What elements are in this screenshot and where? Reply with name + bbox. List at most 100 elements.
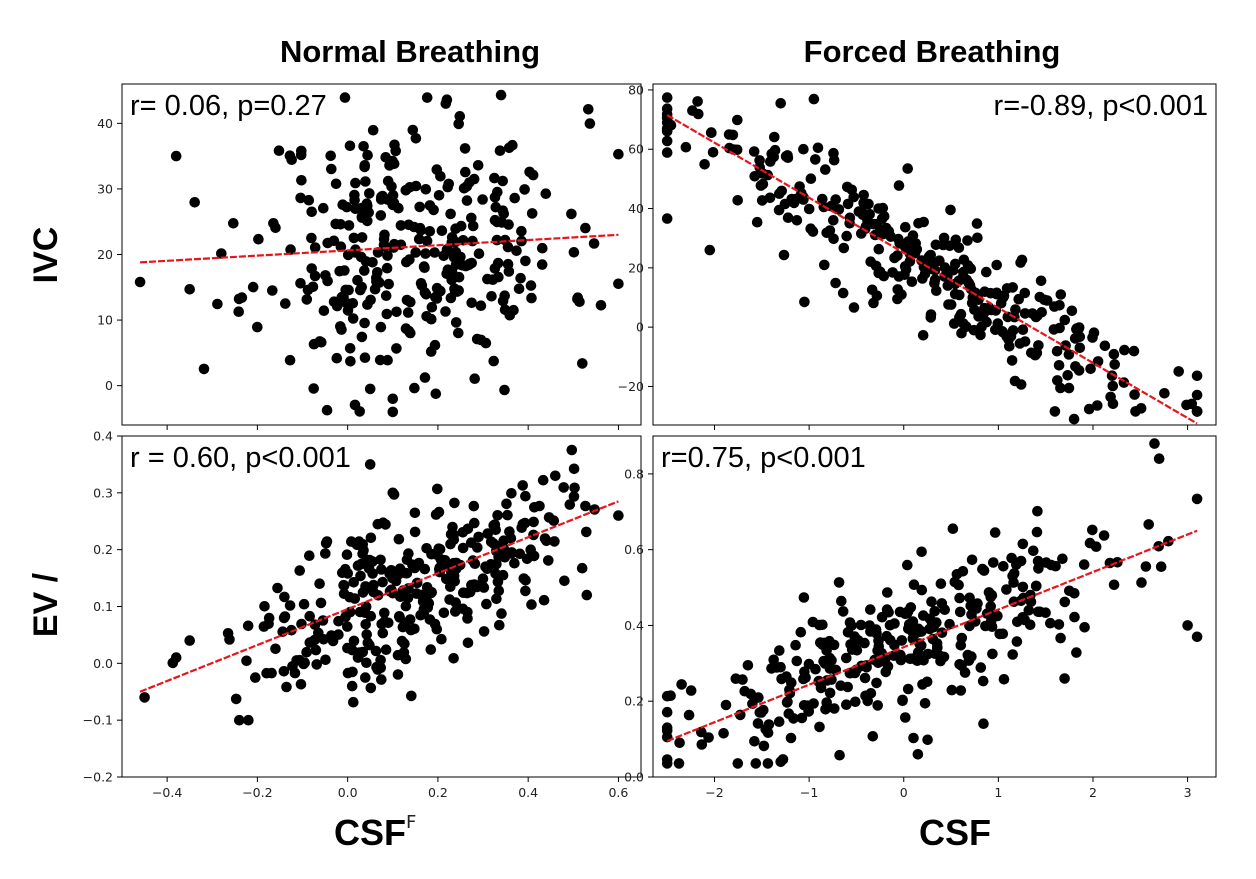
y-tick-label: 0: [636, 320, 644, 335]
scatter-point: [322, 275, 333, 287]
scatter-point: [491, 234, 503, 246]
fit-line: [666, 114, 1198, 425]
scatter-point: [783, 708, 795, 719]
scatter-point: [673, 758, 685, 769]
scatter-point: [828, 233, 839, 245]
scatter-point: [906, 276, 918, 288]
scatter-point: [779, 198, 791, 210]
scatter-point: [865, 604, 876, 615]
scatter-point: [402, 592, 414, 604]
scatter-point: [776, 673, 787, 685]
scatter-point: [1153, 453, 1165, 465]
scatter-point: [580, 222, 591, 234]
scatter-point: [342, 568, 354, 579]
scatter-point: [541, 535, 552, 547]
scatter-point: [473, 248, 485, 259]
scatter-point: [837, 606, 849, 617]
scatter-point: [400, 323, 412, 334]
scatter-point: [526, 208, 538, 219]
scatter-point: [356, 331, 368, 343]
scatter-point: [841, 652, 852, 664]
correlation-annotation: r = 0.60, p<0.001: [130, 442, 351, 474]
scatter-point: [1051, 345, 1063, 357]
scatter-point: [411, 588, 422, 599]
scatter-point: [344, 140, 356, 152]
scatter-point: [421, 598, 433, 610]
scatter-point: [420, 289, 432, 300]
scatter-point: [364, 188, 375, 199]
scatter-point: [469, 517, 480, 529]
scatter-point: [989, 527, 1001, 538]
scatter-point: [289, 667, 301, 679]
scatter-point: [1035, 275, 1047, 287]
scatter-point: [893, 180, 905, 191]
scatter-point: [355, 284, 366, 296]
scatter-point: [348, 696, 359, 708]
scatter-point: [763, 719, 775, 730]
scatter-point: [360, 672, 371, 683]
scatter-point: [850, 696, 861, 708]
scatter-point: [453, 327, 464, 339]
scatter-point: [766, 663, 777, 674]
scatter-point: [1006, 552, 1017, 564]
scatter-point: [1099, 340, 1111, 352]
y-tick-label: 20: [628, 260, 644, 275]
scatter-point: [492, 576, 504, 588]
scatter-point: [1055, 632, 1066, 644]
scatter-point: [436, 633, 447, 645]
scatter-point: [1031, 526, 1043, 538]
scatter-point: [360, 176, 371, 187]
scatter-point: [908, 732, 919, 744]
scatter-point: [375, 210, 387, 221]
scatter-point: [350, 177, 361, 189]
scatter-point: [540, 188, 552, 199]
scatter-point: [568, 491, 580, 502]
scatter-point: [306, 206, 318, 218]
scatter-point: [752, 718, 764, 729]
scatter-point: [972, 232, 983, 244]
scatter-point: [775, 661, 786, 673]
scatter-point: [451, 286, 463, 297]
scatter-point: [830, 277, 841, 289]
scatter-point: [346, 536, 357, 547]
scatter-point: [392, 649, 404, 661]
scatter-point: [167, 657, 179, 669]
scatter-point: [661, 92, 673, 103]
x-tick-label: 3: [1184, 785, 1192, 800]
scatter-point: [379, 607, 390, 619]
scatter-point: [314, 336, 326, 347]
scatter-point: [306, 232, 317, 244]
scatter-point: [400, 600, 412, 612]
scatter-point: [588, 238, 600, 249]
scatter-point: [462, 606, 473, 618]
scatter-point: [352, 560, 364, 571]
scatter-point: [438, 250, 450, 262]
scatter-point: [1054, 300, 1065, 311]
scatter-point: [758, 740, 770, 752]
scatter-point: [1143, 519, 1154, 530]
scatter-point: [696, 739, 708, 750]
scatter-point: [367, 556, 378, 567]
scatter-point: [971, 218, 983, 229]
scatter-point: [703, 732, 714, 743]
scatter-point: [314, 578, 325, 589]
scatter-point: [331, 352, 343, 364]
scatter-point: [935, 578, 947, 589]
scatter-point: [1063, 382, 1075, 394]
scatter-point: [1119, 344, 1130, 356]
scatter-point: [731, 144, 743, 156]
scatter-point: [489, 172, 500, 184]
scatter-point: [419, 372, 431, 383]
scatter-point: [766, 148, 777, 160]
scatter-point: [985, 287, 996, 299]
scatter-point: [1107, 380, 1119, 392]
scatter-point: [390, 575, 402, 587]
scatter-point: [543, 512, 555, 523]
scatter-point: [420, 184, 432, 195]
scatter-point: [517, 480, 528, 491]
scatter-point: [386, 181, 397, 192]
scatter-point: [381, 262, 393, 274]
scatter-point: [401, 294, 413, 306]
scatter-point: [1028, 545, 1039, 557]
scatter-point: [566, 444, 578, 456]
